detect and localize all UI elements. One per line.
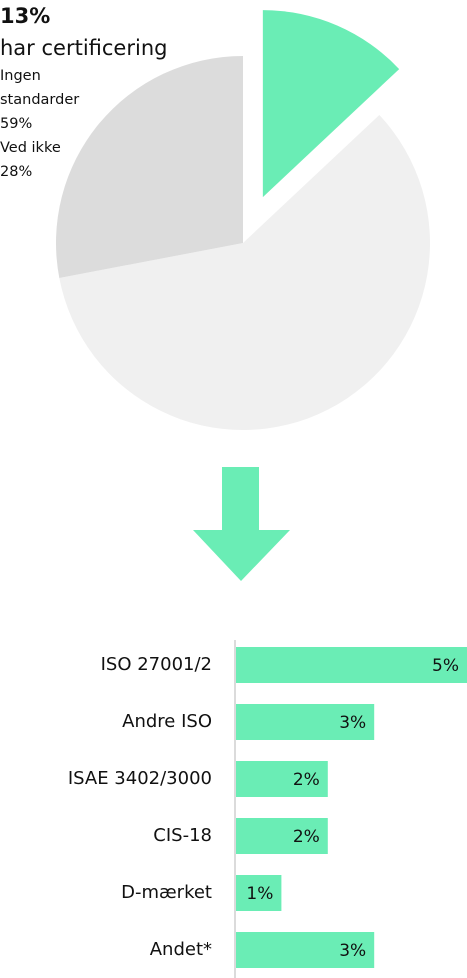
pie-slice bbox=[59, 114, 430, 430]
bar bbox=[236, 932, 375, 968]
category-label: ISAE 3402/3000 bbox=[68, 768, 212, 789]
category-label: CIS-18 bbox=[153, 825, 212, 846]
slice-label: har certificering bbox=[0, 36, 168, 60]
value-label: 5% bbox=[432, 656, 459, 676]
value-label: 1% bbox=[246, 884, 273, 904]
pie-slice bbox=[55, 56, 244, 279]
value-label: 2% bbox=[293, 827, 320, 847]
bar bbox=[236, 647, 467, 683]
bar bbox=[236, 761, 328, 797]
category-label: Andre ISO bbox=[122, 711, 212, 732]
category-label: ISO 27001/2 bbox=[101, 654, 212, 675]
pie-slice bbox=[262, 10, 400, 198]
value-label: 2% bbox=[293, 770, 320, 790]
bar bbox=[236, 704, 375, 740]
slice-label: Ingen standarder bbox=[0, 68, 80, 108]
arrow bbox=[193, 467, 290, 581]
bar bbox=[236, 818, 328, 854]
slice-value-label: 13% bbox=[0, 4, 51, 28]
slice-label: Ved ikke bbox=[0, 140, 61, 156]
value-label: 3% bbox=[339, 941, 366, 961]
slice-value-label: 59% bbox=[0, 116, 33, 132]
category-label: D-mærket bbox=[121, 882, 212, 903]
bar bbox=[236, 875, 282, 911]
value-label: 3% bbox=[339, 713, 366, 733]
slice-value-label: 28% bbox=[0, 164, 33, 180]
category-label: Andet* bbox=[150, 939, 212, 960]
